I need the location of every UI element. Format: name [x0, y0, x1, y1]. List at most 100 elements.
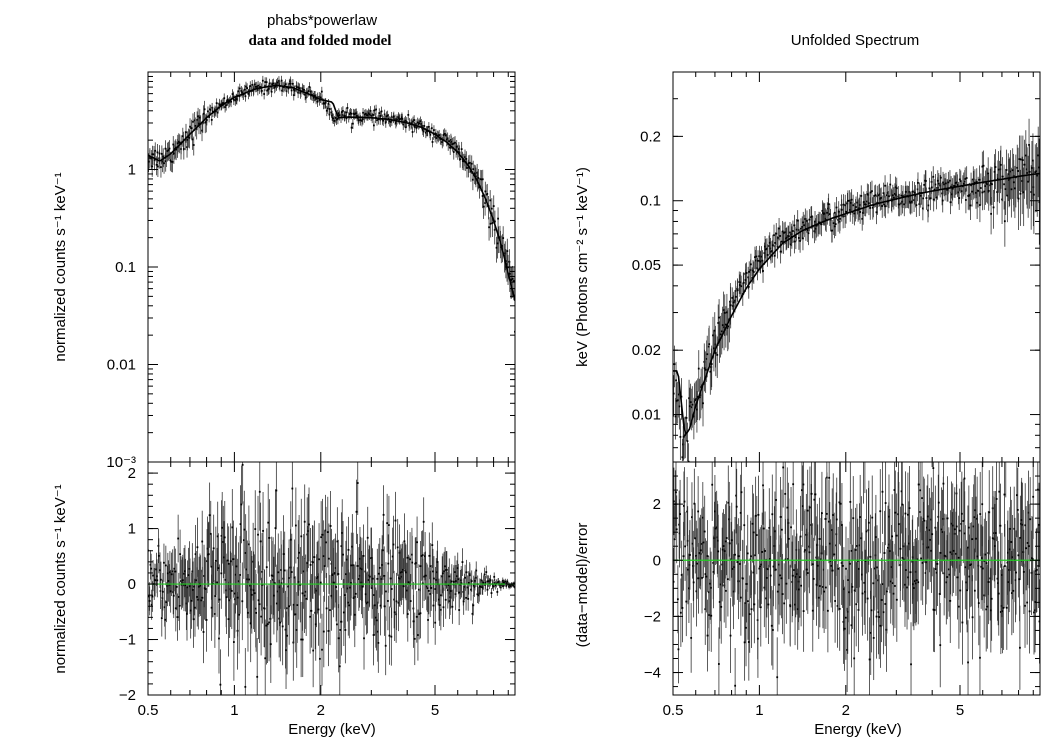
residual-point — [409, 558, 411, 561]
data-point — [459, 158, 462, 161]
data-point — [327, 102, 330, 105]
residual-point — [309, 563, 312, 566]
data-point — [398, 117, 400, 120]
residual-point — [444, 598, 447, 601]
data-point — [458, 151, 461, 154]
data-point — [778, 227, 780, 230]
residual-point — [725, 537, 728, 539]
residual-point — [301, 638, 304, 641]
residual-point — [960, 512, 963, 515]
residual-point — [232, 641, 235, 643]
residual-point — [288, 605, 291, 608]
residual-point — [292, 603, 295, 606]
data-point — [849, 201, 852, 204]
data-point — [448, 140, 451, 143]
residual-point — [312, 561, 314, 564]
data-point — [892, 196, 895, 199]
residual-point — [718, 663, 720, 665]
data-point — [178, 141, 181, 144]
residual-point — [504, 580, 507, 583]
residual-point — [329, 525, 332, 527]
data-point — [263, 93, 266, 95]
data-point — [962, 182, 965, 185]
residual-point — [835, 533, 838, 536]
data-point — [849, 208, 852, 211]
data-point — [821, 209, 824, 212]
residual-point — [754, 514, 757, 517]
residual-point — [879, 510, 882, 513]
residual-point — [353, 613, 356, 616]
data-point — [919, 194, 922, 197]
residual-point — [785, 582, 788, 585]
data-point — [903, 203, 906, 206]
data-point — [208, 116, 211, 118]
residual-point — [473, 586, 476, 589]
residual-point — [730, 558, 733, 561]
residual-point — [245, 568, 248, 571]
residual-point — [421, 582, 424, 585]
data-point — [508, 272, 511, 275]
data-point — [999, 168, 1002, 171]
residual-point — [817, 596, 820, 599]
residual-point — [781, 528, 783, 531]
data-point — [953, 184, 955, 187]
residual-point — [1002, 606, 1005, 609]
residual-point — [984, 553, 987, 556]
data-point — [455, 148, 457, 151]
data-point — [886, 192, 889, 194]
data-point — [884, 205, 887, 208]
data-point — [407, 113, 410, 116]
residual-point — [890, 566, 893, 568]
residual-point — [183, 572, 185, 575]
data-point — [771, 250, 774, 252]
data-point — [729, 304, 732, 307]
residual-point — [677, 648, 680, 651]
residual-point — [194, 606, 196, 609]
residual-point — [265, 624, 268, 627]
residual-point — [297, 557, 300, 559]
residual-point — [904, 583, 906, 586]
residual-point — [787, 558, 789, 560]
data-point — [1001, 175, 1004, 178]
residual-point — [260, 615, 263, 618]
data-point — [714, 352, 717, 354]
data-point — [800, 227, 802, 230]
residual-point — [206, 560, 208, 563]
residual-point — [449, 590, 452, 592]
residual-point — [826, 512, 828, 515]
residual-point — [841, 524, 843, 526]
residual-point — [850, 624, 853, 627]
residual-point — [512, 582, 515, 585]
residual-point — [404, 569, 407, 572]
residual-point — [368, 575, 371, 578]
residual-point — [220, 534, 223, 537]
residual-point — [733, 566, 736, 568]
plot-area-left-bottom — [148, 462, 515, 695]
residual-point — [861, 592, 864, 595]
residual-point — [1010, 541, 1013, 543]
residual-point — [243, 528, 246, 531]
residual-point — [447, 584, 450, 587]
y-tick-label: 0.01 — [632, 407, 661, 424]
data-point — [987, 172, 990, 175]
residual-point — [943, 554, 946, 557]
data-point — [388, 120, 391, 123]
residual-point — [307, 530, 310, 532]
data-point — [783, 231, 785, 234]
residual-point — [192, 589, 194, 591]
residual-point — [673, 538, 676, 541]
residual-point — [951, 553, 954, 556]
residual-point — [779, 516, 782, 518]
residual-point — [196, 546, 199, 549]
chart-title-left: phabs*powerlaw — [267, 12, 377, 29]
data-point — [780, 240, 783, 243]
data-point — [489, 199, 492, 202]
residual-point — [485, 571, 488, 573]
data-point — [196, 118, 199, 121]
data-point — [218, 104, 221, 106]
residual-point — [423, 575, 426, 578]
data-point — [186, 138, 189, 141]
residual-point — [876, 566, 878, 569]
residual-point — [255, 611, 257, 614]
residual-point — [874, 536, 877, 538]
